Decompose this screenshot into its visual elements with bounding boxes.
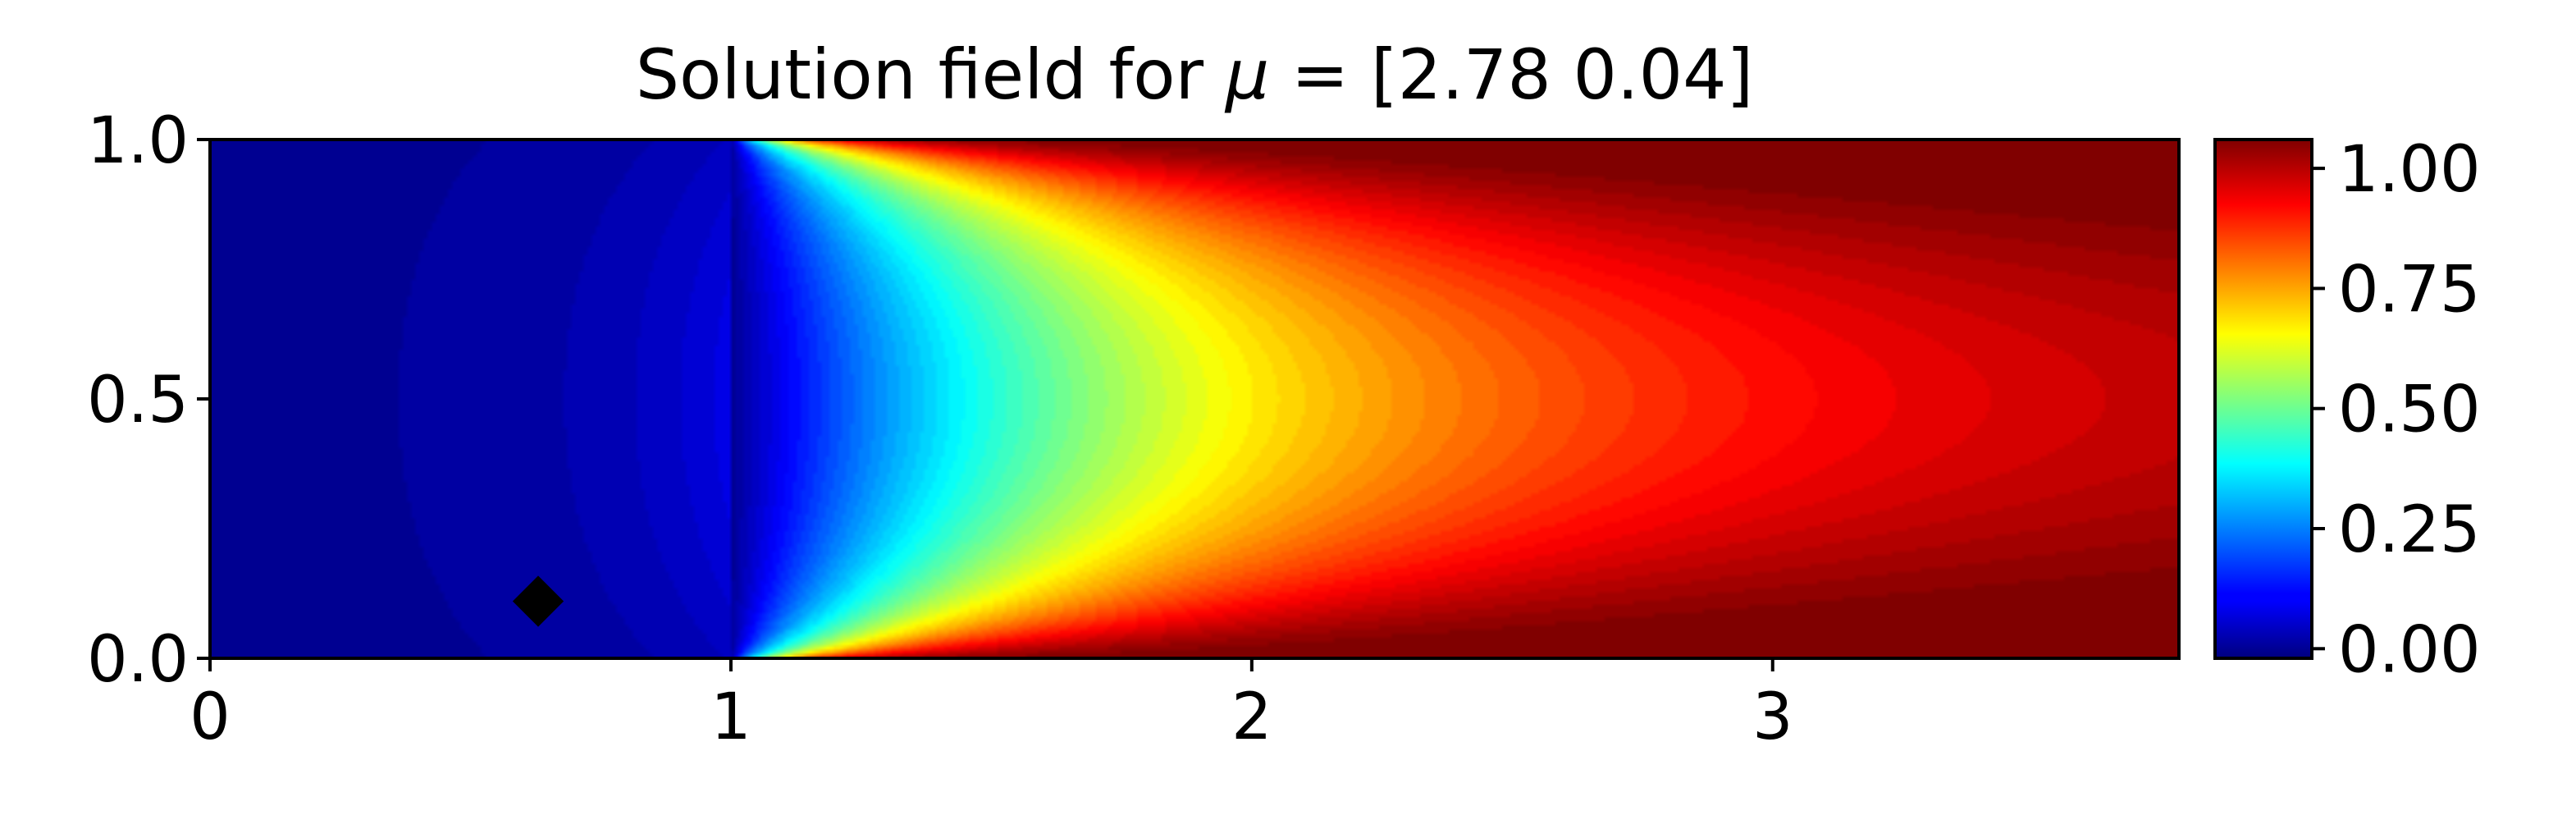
marker-diamond (512, 575, 564, 627)
colorbar-frame (2213, 138, 2313, 660)
x-tick-label: 2 (1231, 680, 1272, 754)
title-mu-symbol: μ (1224, 34, 1269, 115)
y-tick-label: 1.0 (87, 104, 189, 178)
y-axis: 0.0 0.5 1.0 (87, 104, 210, 697)
x-axis: 0 1 2 3 (190, 658, 1793, 754)
colorbar-tick-label: 0.50 (2338, 373, 2481, 447)
colorbar-axis: 0.00 0.25 0.50 0.75 1.00 (2312, 133, 2481, 687)
y-tick-label: 0.5 (87, 364, 189, 437)
x-tick-label: 0 (190, 680, 231, 754)
colorbar (2215, 140, 2312, 658)
colorbar-tick-label: 1.00 (2338, 133, 2481, 207)
chart-title: Solution field for μ = [2.78 0.04] (636, 34, 1754, 115)
colorbar-tick-label: 0.00 (2338, 613, 2481, 687)
field-image (210, 140, 2179, 658)
x-tick-label: 3 (1752, 680, 1793, 754)
x-tick-label: 1 (710, 680, 751, 754)
y-tick-label: 0.0 (87, 623, 189, 697)
colorbar-tick-label: 0.75 (2338, 253, 2481, 327)
colorbar-tick-label: 0.25 (2338, 493, 2481, 567)
